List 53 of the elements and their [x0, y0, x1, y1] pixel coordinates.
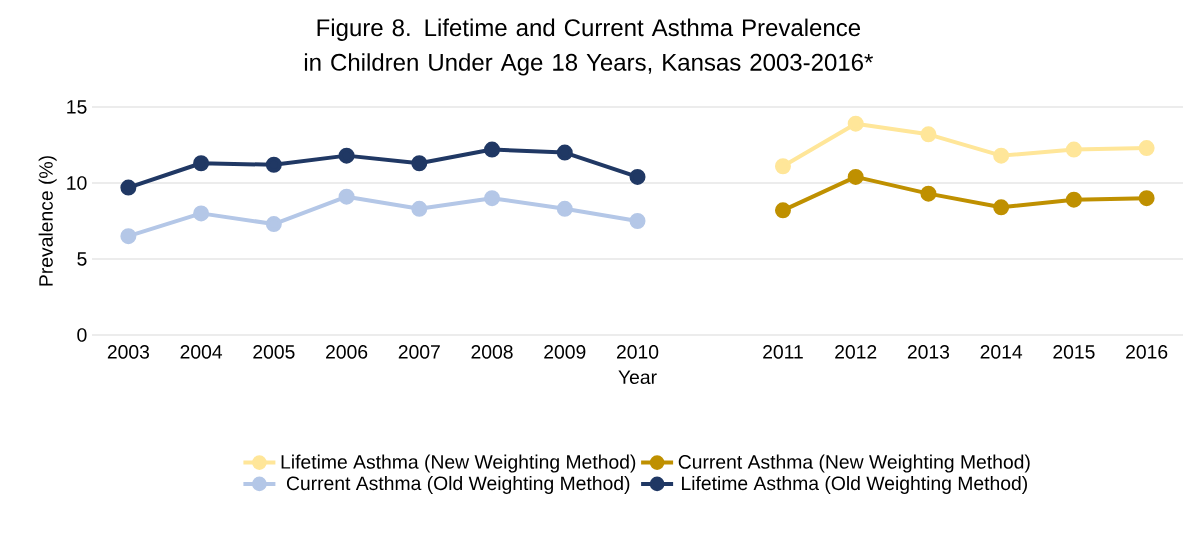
legend-label: Current Asthma (New Weighting Method): [678, 454, 1030, 473]
point: [556, 144, 573, 161]
point: [1065, 191, 1082, 208]
x-axis-title: Year: [618, 370, 657, 385]
x-tick-label: 2013: [907, 345, 950, 359]
legend-label: Current Asthma (Old Weighting Method): [286, 475, 630, 494]
point: [120, 179, 137, 196]
x-tick-label: 2006: [326, 345, 368, 359]
point: [411, 200, 428, 217]
x-tick-label: 2009: [544, 345, 586, 359]
point: [920, 126, 937, 143]
point: [265, 156, 282, 173]
point: [629, 212, 646, 229]
point: [1138, 190, 1155, 207]
point: [774, 202, 791, 219]
point: [193, 205, 210, 222]
chart-title: Figure 8. Lifetime and Current Asthma Prevalence in Children Under Age 18 Years, Kansas 2003-2016*: [304, 18, 873, 76]
point: [629, 168, 646, 185]
point: [993, 199, 1010, 216]
point: [120, 228, 137, 245]
x-tick-label: 2015: [1053, 345, 1095, 359]
point: [847, 168, 864, 185]
y-tick-label: 10: [67, 176, 87, 190]
x-tick-label: 2003: [107, 345, 150, 359]
point: [338, 188, 355, 205]
point: [484, 141, 501, 158]
point: [193, 155, 210, 172]
y-tick-label: 5: [77, 252, 87, 266]
point: [774, 158, 791, 175]
point: [556, 200, 573, 217]
x-tick-label: 2004: [180, 345, 223, 359]
point: [265, 216, 282, 233]
point: [1138, 140, 1155, 157]
legend-label: Lifetime Asthma (Old Weighting Method): [682, 475, 1027, 494]
x-tick-label: 2014: [980, 345, 1023, 359]
legend-label: Lifetime Asthma (New Weighting Method): [281, 454, 636, 473]
x-tick-label: 2008: [471, 345, 513, 359]
x-tick-label: 2007: [398, 345, 440, 359]
y-axis-title: Prevalence (%): [38, 156, 57, 286]
point: [411, 155, 428, 172]
y-tick-label: 15: [67, 100, 87, 114]
point: [993, 147, 1010, 164]
point: [920, 185, 937, 202]
x-tick-label: 2011: [763, 345, 803, 359]
point: [484, 190, 501, 207]
x-tick-label: 2005: [253, 345, 295, 359]
x-tick-label: 2012: [835, 345, 877, 359]
point: [1065, 141, 1082, 158]
point: [847, 115, 864, 132]
y-tick-label: 0: [77, 328, 87, 342]
x-tick-label: 2010: [616, 345, 659, 359]
x-tick-label: 2016: [1126, 345, 1168, 359]
point: [338, 147, 355, 164]
